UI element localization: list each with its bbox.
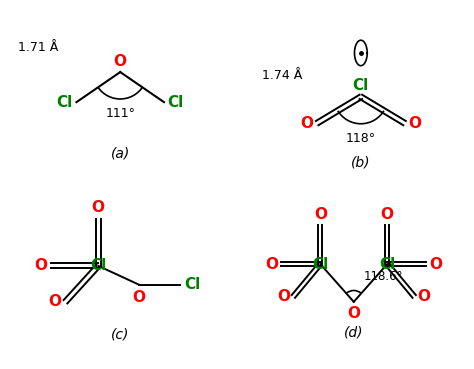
Text: O: O <box>277 289 290 304</box>
Text: Cl: Cl <box>353 78 369 93</box>
Text: (d): (d) <box>344 325 364 339</box>
Text: O: O <box>265 256 278 272</box>
Text: O: O <box>133 290 146 305</box>
Text: Cl: Cl <box>379 256 395 272</box>
Text: O: O <box>381 207 394 222</box>
Text: Cl: Cl <box>184 277 200 292</box>
Text: O: O <box>314 207 327 222</box>
Text: O: O <box>429 256 442 272</box>
Text: (c): (c) <box>111 327 129 341</box>
Text: (b): (b) <box>351 156 371 170</box>
Text: O: O <box>114 54 127 69</box>
Text: 1.74 Å: 1.74 Å <box>262 69 302 82</box>
Text: Cl: Cl <box>57 94 73 110</box>
Text: O: O <box>347 306 360 321</box>
Text: 1.71 Å: 1.71 Å <box>18 41 58 54</box>
Text: 111°: 111° <box>105 107 135 120</box>
Text: O: O <box>91 200 105 215</box>
Text: O: O <box>49 294 62 309</box>
Text: O: O <box>418 289 430 304</box>
Text: Cl: Cl <box>90 258 106 273</box>
Text: 118.6°: 118.6° <box>364 270 403 283</box>
Text: Cl: Cl <box>312 256 328 272</box>
Text: O: O <box>34 258 47 273</box>
Text: O: O <box>408 115 421 131</box>
Text: 118°: 118° <box>346 132 376 145</box>
Text: O: O <box>301 115 314 131</box>
Text: Cl: Cl <box>167 94 184 110</box>
Text: (a): (a) <box>110 146 130 161</box>
